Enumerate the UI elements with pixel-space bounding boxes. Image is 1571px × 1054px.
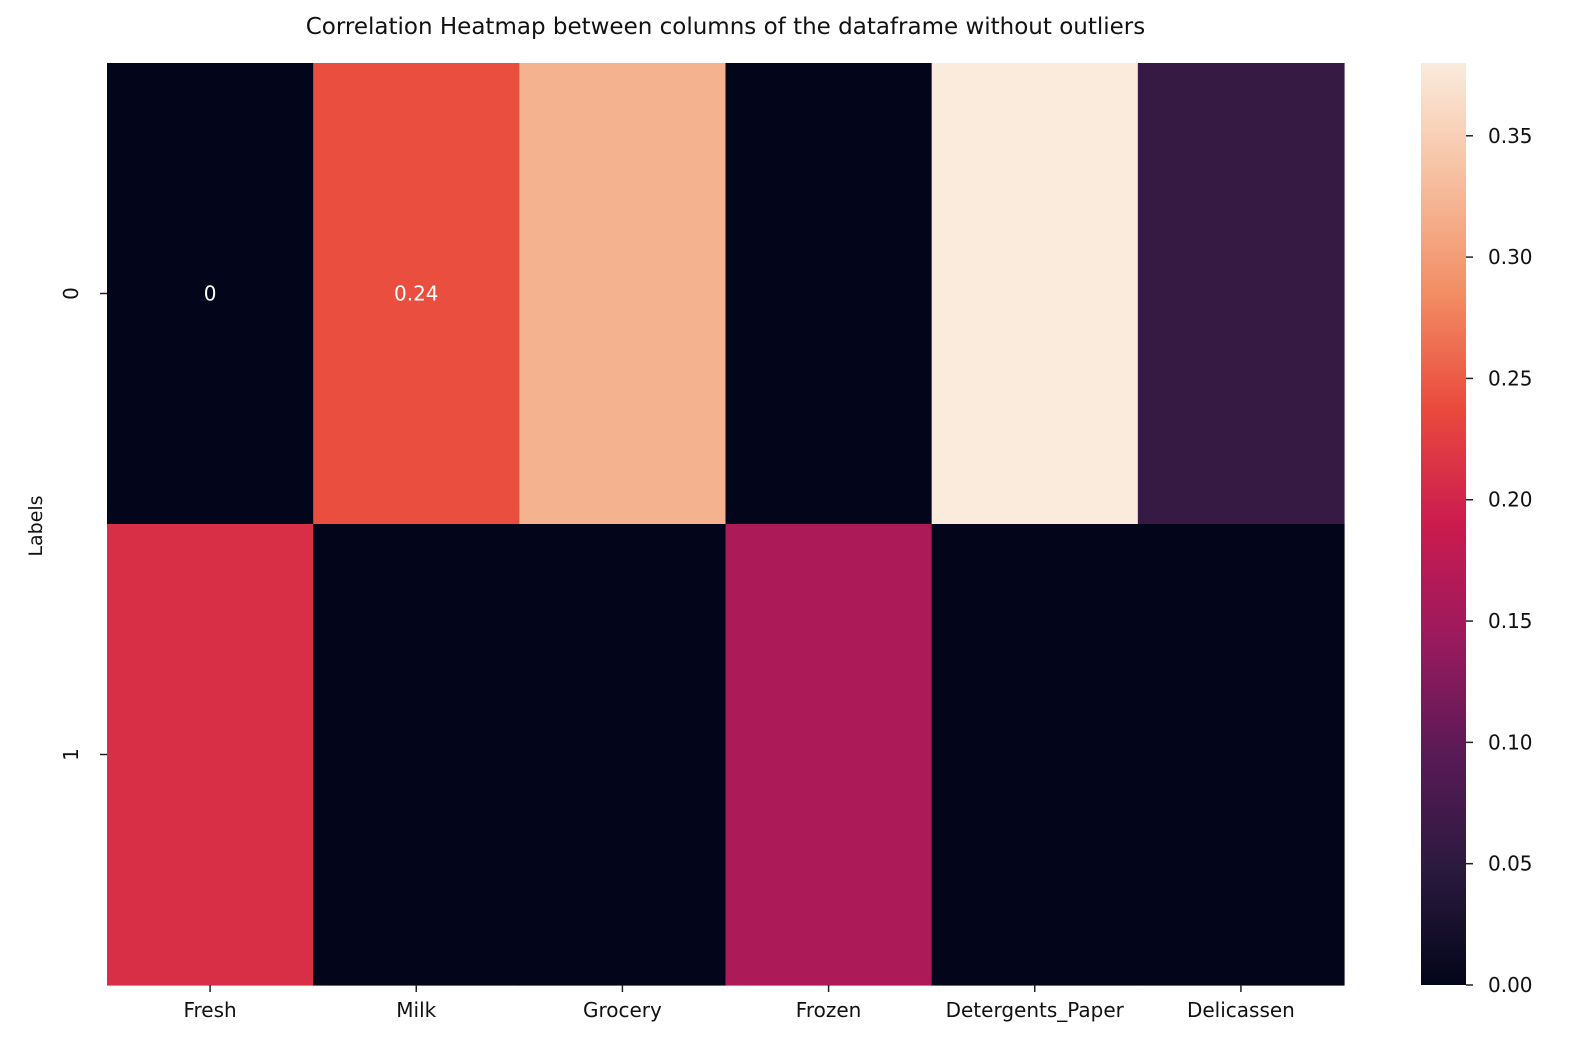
heatmap-cells <box>107 63 1345 986</box>
heatmap-cell-0-milk <box>313 63 520 525</box>
heatmap-cell-1-milk <box>313 524 520 986</box>
colorbar: 0.00 0.05 0.10 0.15 0.20 0.25 0.30 0.35 <box>1421 63 1533 997</box>
x-tick-label: Grocery <box>583 998 662 1022</box>
colorbar-tick-label: 0.20 <box>1488 488 1533 512</box>
y-tick-label: 1 <box>59 748 83 761</box>
heatmap-cell-0-fresh <box>107 63 314 525</box>
heatmap-cell-0-delicassen <box>1137 63 1345 525</box>
colorbar-tick-label: 0.00 <box>1488 973 1533 997</box>
heatmap-cell-1-grocery <box>519 524 727 986</box>
heatmap-cell-1-fresh <box>107 524 314 986</box>
cell-annotations: 0 0.24 <box>204 282 439 306</box>
colorbar-tick-label: 0.15 <box>1488 609 1533 633</box>
chart-title: Correlation Heatmap between columns of t… <box>305 14 1146 40</box>
cell-annotation: 0.24 <box>394 282 439 306</box>
cell-annotation: 0 <box>204 282 217 306</box>
heatmap-cell-0-grocery <box>519 63 727 525</box>
x-axis: Fresh Milk Grocery Frozen Detergents_Paper De… <box>183 985 1295 1022</box>
heatmap-cell-1-delicassen <box>1137 524 1345 986</box>
x-tick-label: Fresh <box>183 998 236 1022</box>
x-tick-label: Detergents_Paper <box>946 998 1125 1022</box>
colorbar-gradient <box>1421 63 1466 985</box>
heatmap-cell-1-detergents-paper <box>931 524 1139 986</box>
colorbar-tick-label: 0.30 <box>1488 245 1533 269</box>
colorbar-tick-label: 0.35 <box>1488 124 1533 148</box>
colorbar-tick-label: 0.05 <box>1488 852 1533 876</box>
x-tick-label: Frozen <box>796 998 862 1022</box>
colorbar-tick-label: 0.25 <box>1488 366 1533 390</box>
heatmap-cell-1-frozen <box>725 524 933 986</box>
y-tick-label: 0 <box>59 287 83 300</box>
heatmap-cell-0-frozen <box>725 63 933 525</box>
y-axis: 01 <box>59 287 107 761</box>
colorbar-tick-label: 0.10 <box>1488 730 1533 754</box>
heatmap-cell-0-detergents-paper <box>931 63 1139 525</box>
x-tick-label: Delicassen <box>1187 998 1295 1022</box>
x-tick-label: Milk <box>396 998 436 1022</box>
